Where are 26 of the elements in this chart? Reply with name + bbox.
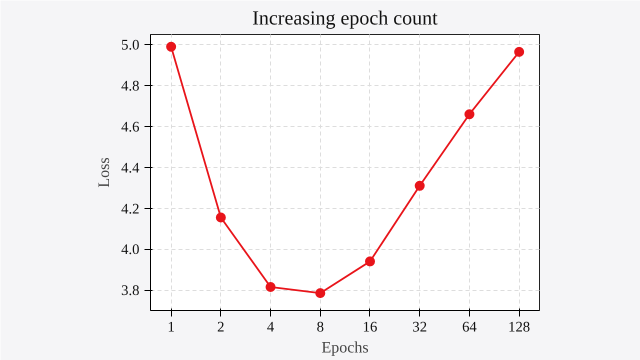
y-tick-label: 3.8 xyxy=(121,283,140,300)
x-tick-label: 32 xyxy=(412,320,428,336)
y-tick-label: 4.6 xyxy=(121,120,140,136)
y-axis-title: Loss xyxy=(96,157,114,188)
x-axis-title: Epochs xyxy=(321,340,369,356)
x-tick-label: 16 xyxy=(362,320,378,336)
point xyxy=(414,180,425,191)
y-tick-label: 4.2 xyxy=(121,201,140,218)
x-tick-label: 2 xyxy=(217,320,225,336)
y-tick-label: 4.8 xyxy=(121,78,140,95)
point xyxy=(216,212,226,222)
y-tick-label: 5.0 xyxy=(121,38,140,54)
y-tick-label: 4.0 xyxy=(121,242,140,258)
point xyxy=(315,288,326,298)
point xyxy=(514,46,524,57)
point xyxy=(266,282,276,292)
chart-title: Increasing epoch count xyxy=(252,8,438,30)
x-tick-label: 64 xyxy=(462,320,478,336)
x-tick-label: 1 xyxy=(167,320,175,336)
point xyxy=(365,256,375,266)
x-tick-label: 8 xyxy=(316,320,324,336)
x-tick-label: 4 xyxy=(266,320,275,336)
x-tick-label: 128 xyxy=(508,320,530,336)
y-tick-label: 4.4 xyxy=(121,160,140,176)
point xyxy=(464,109,474,120)
point xyxy=(166,42,176,52)
